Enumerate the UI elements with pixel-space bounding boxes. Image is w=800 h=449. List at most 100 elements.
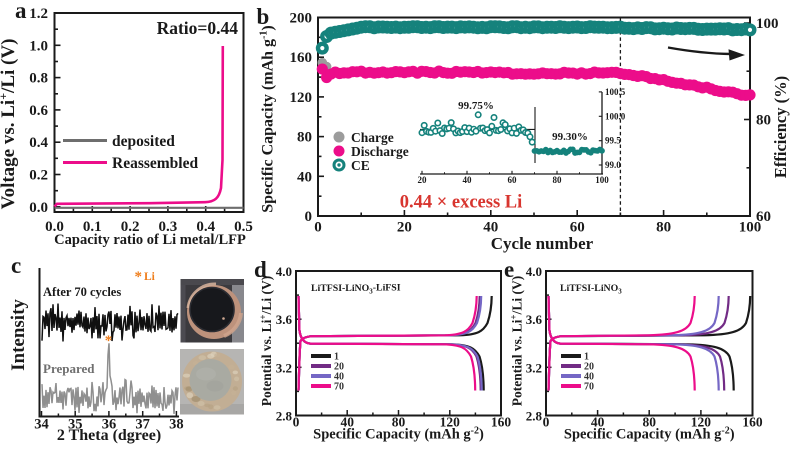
svg-text:35: 35 [68,417,83,433]
svg-text:80: 80 [642,415,656,430]
svg-text:3.2: 3.2 [526,360,542,375]
svg-text:160: 160 [742,415,763,430]
svg-text:0.5: 0.5 [234,219,253,235]
svg-text:0.4: 0.4 [196,219,215,235]
svg-text:80: 80 [297,130,312,146]
svg-text:80: 80 [392,415,406,430]
svg-text:40: 40 [584,372,594,383]
svg-text:70: 70 [584,382,594,393]
svg-text:100.5: 100.5 [605,87,626,97]
svg-text:80: 80 [756,113,771,129]
svg-text:20: 20 [397,220,412,236]
svg-text:120: 120 [440,415,461,430]
svg-text:Charge: Charge [351,130,394,145]
svg-text:70: 70 [334,382,344,393]
svg-text:40: 40 [340,415,354,430]
svg-text:200: 200 [290,11,313,27]
svg-text:Potential vs. Li+/Li (V): Potential vs. Li+/Li (V) [258,276,274,406]
svg-text:0.8: 0.8 [29,71,48,87]
svg-text:Potential vs. Li+/Li (V): Potential vs. Li+/Li (V) [509,276,525,406]
svg-text:0.4: 0.4 [29,135,48,151]
svg-text:99.5: 99.5 [605,136,621,146]
svg-text:1: 1 [334,352,339,363]
svg-text:0.44 × excess Li: 0.44 × excess Li [400,193,523,213]
svg-text:0.6: 0.6 [29,103,48,119]
svg-text:36: 36 [102,417,117,433]
svg-text:100: 100 [739,220,762,236]
svg-text:c: c [11,253,21,278]
svg-text:40: 40 [297,169,312,185]
svg-text:Specific Capacity (mAh g-2): Specific Capacity (mAh g-2) [313,426,484,443]
svg-text:0.0: 0.0 [29,200,48,216]
svg-text:LiTFSI-LiNO3: LiTFSI-LiNO3 [560,283,622,296]
svg-text:99.75%: 99.75% [458,100,494,112]
svg-text:120: 120 [290,90,313,106]
svg-text:Efficiency (%): Efficiency (%) [771,76,790,178]
svg-text:34: 34 [34,417,49,433]
svg-text:2 Theta (dgree): 2 Theta (dgree) [57,427,161,444]
svg-text:4.0: 4.0 [276,264,292,279]
svg-text:0: 0 [293,415,300,430]
svg-text:0.2: 0.2 [121,219,140,235]
svg-text:100: 100 [595,175,609,185]
svg-text:40: 40 [463,175,473,185]
svg-text:0.1: 0.1 [83,219,102,235]
svg-text:38: 38 [169,417,184,433]
svg-text:Cycle number: Cycle number [491,234,594,253]
svg-text:1.0: 1.0 [29,38,48,54]
svg-text:99.30%: 99.30% [552,131,588,143]
svg-text:b: b [257,4,270,29]
svg-text:37: 37 [135,417,150,433]
svg-text:*: * [135,269,143,285]
svg-text:3.6: 3.6 [276,312,293,327]
svg-text:Discharge: Discharge [351,144,409,159]
svg-text:Specific Capacity (mAh g-2): Specific Capacity (mAh g-2) [564,426,735,443]
svg-text:40: 40 [334,372,344,383]
svg-text:a: a [15,0,27,23]
svg-text:60: 60 [508,175,518,185]
svg-text:3.6: 3.6 [526,312,543,327]
svg-text:100.0: 100.0 [605,111,626,121]
svg-text:e: e [504,257,514,282]
svg-text:2.8: 2.8 [276,409,293,424]
svg-text:Reassembled: Reassembled [112,155,198,172]
svg-text:Li: Li [144,271,156,283]
svg-text:After 70 cycles: After 70 cycles [43,285,121,299]
svg-text:*: * [105,333,113,349]
svg-text:20: 20 [334,362,344,373]
svg-text:Capacity ratio of Li metal/LFP: Capacity ratio of Li metal/LFP [54,232,246,248]
svg-text:CE: CE [351,158,370,173]
svg-text:1.2: 1.2 [29,6,48,22]
svg-text:d: d [254,257,267,282]
svg-text:4.0: 4.0 [526,264,542,279]
svg-text:Voltage vs. Li+/Li (V): Voltage vs. Li+/Li (V) [0,39,19,210]
svg-text:60: 60 [570,220,585,236]
svg-text:0: 0 [543,415,550,430]
svg-text:0: 0 [314,220,322,236]
svg-text:Prepared: Prepared [43,361,95,376]
svg-text:40: 40 [591,415,605,430]
svg-text:100: 100 [756,16,779,32]
svg-text:60: 60 [756,209,771,225]
svg-text:0.0: 0.0 [45,219,64,235]
svg-text:80: 80 [553,175,563,185]
svg-text:deposited: deposited [112,133,175,150]
svg-text:120: 120 [691,415,712,430]
svg-text:Intensity: Intensity [8,299,29,371]
svg-text:0.3: 0.3 [159,219,178,235]
svg-text:160: 160 [491,415,512,430]
svg-text:160: 160 [290,50,313,66]
svg-text:99.0: 99.0 [605,160,621,170]
svg-text:3.2: 3.2 [276,360,292,375]
svg-text:80: 80 [656,220,671,236]
svg-text:0.2: 0.2 [29,168,48,184]
svg-text:Specific Capacity (mAh g-1): Specific Capacity (mAh g-1) [259,25,277,212]
svg-text:20: 20 [418,175,428,185]
svg-text:40: 40 [483,220,498,236]
svg-text:2.8: 2.8 [526,409,543,424]
svg-text:0: 0 [305,209,313,225]
svg-text:LiTFSI-LiNO3-LiFSI: LiTFSI-LiNO3-LiFSI [311,283,401,296]
svg-text:20: 20 [584,362,594,373]
svg-text:Ratio=0.44: Ratio=0.44 [157,18,239,38]
svg-text:1: 1 [584,352,589,363]
